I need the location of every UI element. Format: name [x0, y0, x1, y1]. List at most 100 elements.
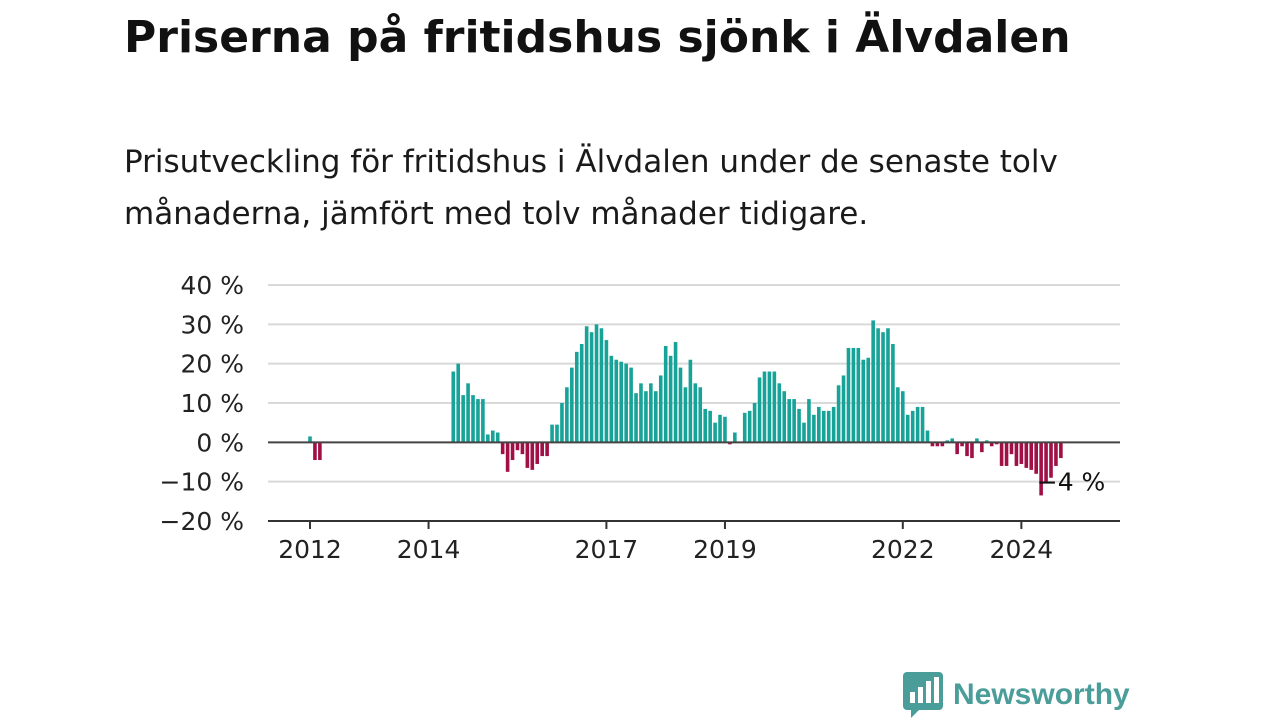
chart-bar: [1044, 442, 1048, 482]
chart-bar: [782, 391, 787, 443]
chart-bar: [930, 442, 935, 447]
chart-bar: [975, 438, 979, 443]
chart-bar: [807, 399, 811, 443]
chart-bar: [881, 332, 885, 443]
chart-bar: [639, 383, 643, 443]
x-tick-label: 2012: [278, 535, 342, 564]
chart-bar: [896, 387, 900, 443]
chart-bar: [910, 410, 915, 443]
chart-bar: [866, 357, 871, 443]
page-subtitle: Prisutveckling för fritidshus i Älvdalen…: [124, 144, 1058, 232]
chart-bar: [812, 414, 816, 443]
x-tick-label: 2014: [397, 535, 461, 564]
chart-bar: [584, 326, 589, 443]
chart-bar: [718, 414, 722, 443]
chart-bar: [1014, 442, 1019, 466]
chart-bar: [767, 371, 772, 443]
chart-bar: [570, 367, 574, 443]
chart-bar: [831, 406, 836, 443]
y-tick-label: 40 %: [180, 271, 244, 300]
chart-bar: [520, 442, 525, 455]
chart-bar: [787, 399, 791, 443]
x-tick-label: 2024: [990, 535, 1054, 564]
chart-bar: [451, 371, 456, 443]
chart-bar: [535, 442, 540, 464]
chart-bar: [318, 442, 322, 461]
chart-bar: [965, 442, 969, 457]
chart-bar: [940, 442, 945, 447]
chart-bar: [678, 367, 683, 443]
chart-bar: [747, 410, 752, 443]
y-tick-label: 30 %: [180, 310, 244, 339]
x-tick-label: 2022: [871, 535, 935, 564]
chart-bar: [619, 361, 624, 443]
chart-bar: [313, 442, 317, 461]
x-tick-label: 2019: [693, 535, 757, 564]
chart-bar: [1024, 442, 1029, 468]
chart-bar: [1029, 442, 1034, 470]
chart-bar: [723, 416, 727, 443]
chart-bar: [599, 328, 604, 443]
chart-bar: [629, 367, 633, 443]
newsworthy-logo-icon: [903, 672, 943, 718]
chart-bar: [668, 355, 673, 443]
y-gridlines: [268, 284, 1120, 483]
chart-bar: [772, 371, 777, 443]
chart-bar: [654, 391, 658, 443]
chart-bar: [663, 345, 668, 443]
chart-bar: [891, 344, 895, 443]
chart-bar: [1054, 442, 1058, 466]
chart-bar: [505, 442, 510, 472]
chart-bar: [851, 347, 856, 443]
chart-bar: [525, 442, 530, 468]
chart-bar: [658, 375, 663, 443]
chart-bar: [604, 340, 609, 443]
chart-bar: [555, 424, 559, 443]
chart-bar: [698, 387, 703, 443]
page-title: Priserna på fritidshus sjönk i Älvdalen: [124, 12, 1071, 63]
chart-bar: [609, 355, 614, 443]
chart-bar: [1049, 442, 1053, 478]
chart-bar: [594, 324, 599, 443]
chart-bar: [471, 395, 475, 443]
chart-bar: [486, 434, 490, 443]
chart-bar: [693, 383, 698, 443]
chart-bar: [565, 387, 569, 443]
chart-bar: [515, 442, 520, 451]
chart-bar: [950, 438, 954, 443]
chart-bar: [871, 320, 875, 443]
chart-bar: [886, 328, 890, 443]
chart-bar: [920, 406, 925, 443]
chart-bar: [644, 391, 648, 443]
chart-bar: [481, 399, 485, 443]
chart-bar: [683, 387, 688, 443]
chart-bar: [802, 422, 806, 443]
chart-bar: [466, 383, 470, 443]
chart-bar: [545, 442, 549, 457]
chart-bar: [955, 442, 959, 455]
chart-bar: [846, 347, 851, 443]
chart-bar: [500, 442, 505, 455]
chart-bar: [461, 395, 465, 443]
chart-bar: [1004, 442, 1009, 466]
chart-bar: [476, 399, 480, 443]
chart-bar: [999, 442, 1004, 466]
y-tick-label: 20 %: [180, 350, 244, 379]
chart-bar: [915, 406, 920, 443]
chart-bar: [742, 412, 747, 443]
last-value-annotation: −4 %: [1037, 468, 1106, 497]
chart-bar: [308, 436, 312, 443]
chart-bar: [574, 351, 579, 443]
chart-bar: [1019, 442, 1024, 464]
chart-bar: [792, 399, 796, 443]
chart-bar: [540, 442, 544, 457]
chart-bar: [905, 414, 910, 443]
chart-bar: [841, 375, 846, 443]
chart-bar: [856, 347, 861, 443]
chart-bar: [821, 410, 826, 443]
bars: [308, 320, 1063, 496]
newsworthy-logo-text: Newsworthy: [953, 678, 1130, 711]
chart-bar: [634, 393, 638, 443]
chart-bar: [649, 383, 653, 443]
chart-bar: [510, 442, 515, 461]
